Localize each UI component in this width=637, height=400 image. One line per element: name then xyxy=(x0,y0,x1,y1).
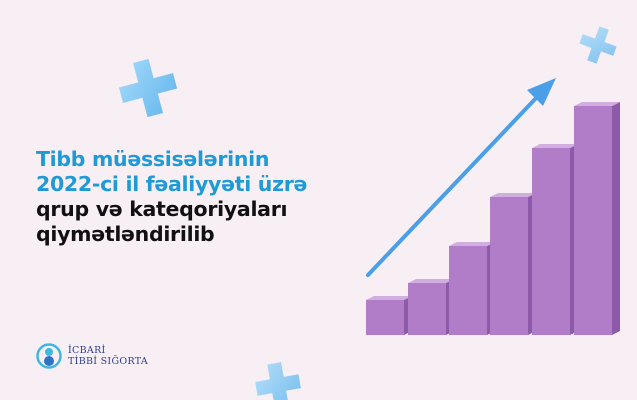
medical-cross-icon xyxy=(255,362,301,400)
bar xyxy=(366,296,412,335)
logo-line: TİBBİ SIĞORTA xyxy=(68,356,149,367)
medical-cross-icon xyxy=(118,58,178,118)
bar xyxy=(532,144,578,335)
bar xyxy=(408,279,454,335)
growth-arrow-icon xyxy=(366,78,556,277)
bar xyxy=(449,242,495,335)
logo-line: İCBARİ xyxy=(68,345,106,356)
bar xyxy=(574,102,620,335)
medical-cross-icon xyxy=(579,26,617,64)
bar xyxy=(490,193,536,335)
logo: İCBARİ TİBBİ SIĞORTA xyxy=(36,343,148,369)
bar-graphic xyxy=(366,102,620,335)
headline-line: Tibb müəssisələrinin xyxy=(36,147,270,171)
headline-line: qiymətləndirilib xyxy=(36,222,215,246)
headline: Tibb müəssisələrinin 2022-ci il fəaliyyə… xyxy=(36,147,307,247)
headline-line: 2022-ci il fəaliyyəti üzrə xyxy=(36,172,308,196)
headline-line: qrup və kateqoriyaları xyxy=(36,197,288,221)
logo-icon xyxy=(36,343,62,369)
